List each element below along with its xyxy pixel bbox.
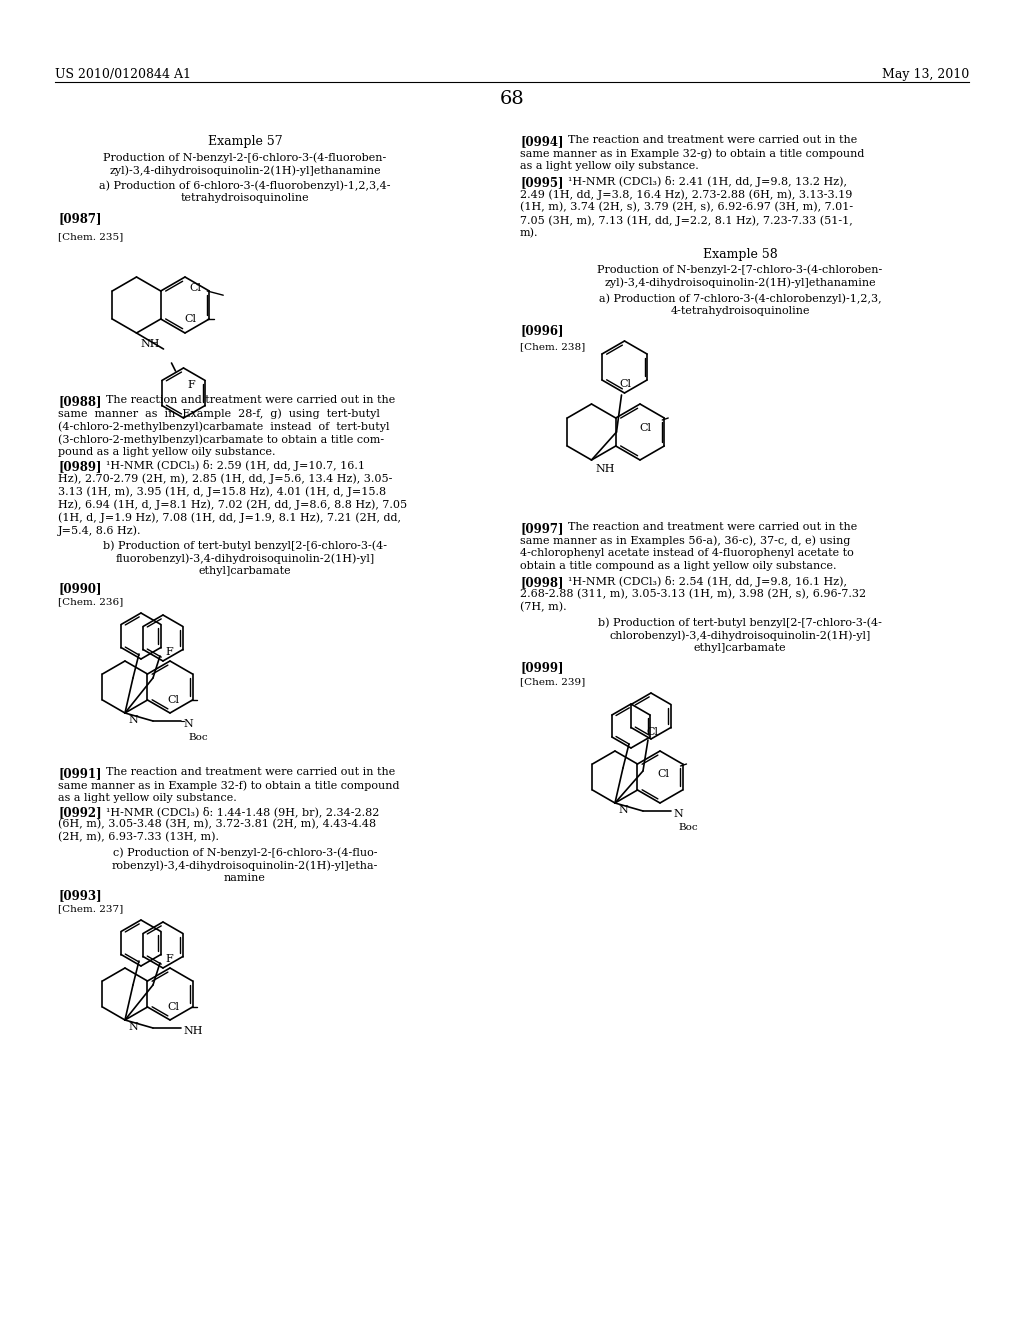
Text: May 13, 2010: May 13, 2010 bbox=[882, 69, 969, 81]
Text: Hz), 2.70-2.79 (2H, m), 2.85 (1H, dd, J=5.6, 13.4 Hz), 3.05-: Hz), 2.70-2.79 (2H, m), 2.85 (1H, dd, J=… bbox=[58, 473, 392, 483]
Text: Boc: Boc bbox=[189, 733, 209, 742]
Text: [0993]: [0993] bbox=[58, 888, 101, 902]
Text: a) Production of 7-chloro-3-(4-chlorobenzyl)-1,2,3,: a) Production of 7-chloro-3-(4-chloroben… bbox=[599, 293, 882, 304]
Text: [Chem. 238]: [Chem. 238] bbox=[520, 342, 586, 351]
Text: m).: m). bbox=[520, 228, 539, 239]
Text: (6H, m), 3.05-3.48 (3H, m), 3.72-3.81 (2H, m), 4.43-4.48: (6H, m), 3.05-3.48 (3H, m), 3.72-3.81 (2… bbox=[58, 818, 376, 829]
Text: NH: NH bbox=[596, 465, 615, 474]
Text: F: F bbox=[187, 380, 196, 389]
Text: [0994]: [0994] bbox=[520, 135, 563, 148]
Text: Cl: Cl bbox=[189, 282, 202, 293]
Text: (2H, m), 6.93-7.33 (13H, m).: (2H, m), 6.93-7.33 (13H, m). bbox=[58, 832, 219, 842]
Text: Example 58: Example 58 bbox=[702, 248, 777, 261]
Text: [0988]: [0988] bbox=[58, 395, 101, 408]
Text: pound as a light yellow oily substance.: pound as a light yellow oily substance. bbox=[58, 447, 275, 457]
Text: [0991]: [0991] bbox=[58, 767, 101, 780]
Text: ethyl]carbamate: ethyl]carbamate bbox=[199, 566, 291, 576]
Text: F: F bbox=[165, 954, 173, 964]
Text: [Chem. 237]: [Chem. 237] bbox=[58, 904, 123, 913]
Text: ¹H-NMR (CDCl₃) δ: 2.54 (1H, dd, J=9.8, 16.1 Hz),: ¹H-NMR (CDCl₃) δ: 2.54 (1H, dd, J=9.8, 1… bbox=[568, 576, 847, 587]
Text: Production of N-benzyl-2-[7-chloro-3-(4-chloroben-: Production of N-benzyl-2-[7-chloro-3-(4-… bbox=[597, 264, 883, 275]
Text: Cl: Cl bbox=[168, 696, 179, 705]
Text: chlorobenzyl)-3,4-dihydroisoquinolin-2(1H)-yl]: chlorobenzyl)-3,4-dihydroisoquinolin-2(1… bbox=[609, 630, 870, 640]
Text: US 2010/0120844 A1: US 2010/0120844 A1 bbox=[55, 69, 191, 81]
Text: same manner as in Example 32-g) to obtain a title compound: same manner as in Example 32-g) to obtai… bbox=[520, 148, 864, 158]
Text: (1H, d, J=1.9 Hz), 7.08 (1H, dd, J=1.9, 8.1 Hz), 7.21 (2H, dd,: (1H, d, J=1.9 Hz), 7.08 (1H, dd, J=1.9, … bbox=[58, 512, 401, 523]
Text: J=5.4, 8.6 Hz).: J=5.4, 8.6 Hz). bbox=[58, 525, 141, 536]
Text: Cl: Cl bbox=[620, 379, 632, 389]
Text: 2.68-2.88 (311, m), 3.05-3.13 (1H, m), 3.98 (2H, s), 6.96-7.32: 2.68-2.88 (311, m), 3.05-3.13 (1H, m), 3… bbox=[520, 589, 866, 599]
Text: N: N bbox=[618, 805, 629, 814]
Text: The reaction and treatment were carried out in the: The reaction and treatment were carried … bbox=[568, 521, 857, 532]
Text: NH: NH bbox=[184, 1026, 204, 1036]
Text: Cl: Cl bbox=[168, 1002, 179, 1012]
Text: 3.13 (1H, m), 3.95 (1H, d, J=15.8 Hz), 4.01 (1H, d, J=15.8: 3.13 (1H, m), 3.95 (1H, d, J=15.8 Hz), 4… bbox=[58, 486, 386, 496]
Text: ¹H-NMR (CDCl₃) δ: 2.59 (1H, dd, J=10.7, 16.1: ¹H-NMR (CDCl₃) δ: 2.59 (1H, dd, J=10.7, … bbox=[106, 459, 365, 471]
Text: (1H, m), 3.74 (2H, s), 3.79 (2H, s), 6.92-6.97 (3H, m), 7.01-: (1H, m), 3.74 (2H, s), 3.79 (2H, s), 6.9… bbox=[520, 202, 853, 213]
Text: 4-tetrahydroisoquinoline: 4-tetrahydroisoquinoline bbox=[671, 306, 810, 315]
Text: The reaction and treatment were carried out in the: The reaction and treatment were carried … bbox=[568, 135, 857, 145]
Text: b) Production of tert-butyl benzyl[2-[7-chloro-3-(4-: b) Production of tert-butyl benzyl[2-[7-… bbox=[598, 616, 882, 627]
Text: F: F bbox=[165, 647, 173, 657]
Text: obtain a title compound as a light yellow oily substance.: obtain a title compound as a light yello… bbox=[520, 561, 837, 572]
Text: 7.05 (3H, m), 7.13 (1H, dd, J=2.2, 8.1 Hz), 7.23-7.33 (51-1,: 7.05 (3H, m), 7.13 (1H, dd, J=2.2, 8.1 H… bbox=[520, 215, 853, 226]
Text: Hz), 6.94 (1H, d, J=8.1 Hz), 7.02 (2H, dd, J=8.6, 8.8 Hz), 7.05: Hz), 6.94 (1H, d, J=8.1 Hz), 7.02 (2H, d… bbox=[58, 499, 408, 510]
Text: Example 57: Example 57 bbox=[208, 135, 283, 148]
Text: a) Production of 6-chloro-3-(4-fluorobenzyl)-1,2,3,4-: a) Production of 6-chloro-3-(4-fluoroben… bbox=[99, 180, 391, 190]
Text: (3-chloro-2-methylbenzyl)carbamate to obtain a title com-: (3-chloro-2-methylbenzyl)carbamate to ob… bbox=[58, 434, 384, 445]
Text: N: N bbox=[184, 719, 194, 729]
Text: same manner as in Examples 56-a), 36-c), 37-c, d, e) using: same manner as in Examples 56-a), 36-c),… bbox=[520, 535, 850, 545]
Text: [0987]: [0987] bbox=[58, 213, 101, 224]
Text: ethyl]carbamate: ethyl]carbamate bbox=[693, 643, 786, 653]
Text: The reaction and treatment were carried out in the: The reaction and treatment were carried … bbox=[106, 767, 395, 777]
Text: as a light yellow oily substance.: as a light yellow oily substance. bbox=[520, 161, 698, 172]
Text: N: N bbox=[674, 809, 684, 818]
Text: [0989]: [0989] bbox=[58, 459, 101, 473]
Text: (7H, m).: (7H, m). bbox=[520, 602, 566, 612]
Text: tetrahydroisoquinoline: tetrahydroisoquinoline bbox=[180, 193, 309, 203]
Text: [0996]: [0996] bbox=[520, 323, 563, 337]
Text: 4-chlorophenyl acetate instead of 4-fluorophenyl acetate to: 4-chlorophenyl acetate instead of 4-fluo… bbox=[520, 548, 854, 558]
Text: 2.49 (1H, dd, J=3.8, 16.4 Hz), 2.73-2.88 (6H, m), 3.13-3.19: 2.49 (1H, dd, J=3.8, 16.4 Hz), 2.73-2.88… bbox=[520, 189, 852, 199]
Text: [0997]: [0997] bbox=[520, 521, 563, 535]
Text: [Chem. 236]: [Chem. 236] bbox=[58, 597, 123, 606]
Text: [0998]: [0998] bbox=[520, 576, 563, 589]
Text: same manner as in Example 32-f) to obtain a title compound: same manner as in Example 32-f) to obtai… bbox=[58, 780, 399, 791]
Text: N: N bbox=[129, 715, 138, 725]
Text: ¹H-NMR (CDCl₃) δ: 1.44-1.48 (9H, br), 2.34-2.82: ¹H-NMR (CDCl₃) δ: 1.44-1.48 (9H, br), 2.… bbox=[106, 807, 379, 817]
Text: [0995]: [0995] bbox=[520, 176, 563, 189]
Text: Production of N-benzyl-2-[6-chloro-3-(4-fluoroben-: Production of N-benzyl-2-[6-chloro-3-(4-… bbox=[103, 152, 387, 162]
Text: c) Production of N-benzyl-2-[6-chloro-3-(4-fluo-: c) Production of N-benzyl-2-[6-chloro-3-… bbox=[113, 847, 377, 858]
Text: Cl: Cl bbox=[657, 770, 670, 779]
Text: as a light yellow oily substance.: as a light yellow oily substance. bbox=[58, 793, 237, 803]
Text: ¹H-NMR (CDCl₃) δ: 2.41 (1H, dd, J=9.8, 13.2 Hz),: ¹H-NMR (CDCl₃) δ: 2.41 (1H, dd, J=9.8, 1… bbox=[568, 176, 847, 187]
Text: 68: 68 bbox=[500, 90, 524, 108]
Text: zyl)-3,4-dihydroisoquinolin-2(1H)-yl]ethanamine: zyl)-3,4-dihydroisoquinolin-2(1H)-yl]eth… bbox=[604, 277, 876, 288]
Text: Boc: Boc bbox=[679, 822, 698, 832]
Text: N: N bbox=[129, 1022, 138, 1032]
Text: zyl)-3,4-dihydroisoquinolin-2(1H)-yl]ethanamine: zyl)-3,4-dihydroisoquinolin-2(1H)-yl]eth… bbox=[110, 165, 381, 176]
Text: same  manner  as  in  Example  28-f,  g)  using  tert-butyl: same manner as in Example 28-f, g) using… bbox=[58, 408, 380, 418]
Text: [Chem. 239]: [Chem. 239] bbox=[520, 677, 586, 686]
Text: [0999]: [0999] bbox=[520, 661, 563, 675]
Text: [0990]: [0990] bbox=[58, 582, 101, 595]
Text: namine: namine bbox=[224, 873, 266, 883]
Text: [Chem. 235]: [Chem. 235] bbox=[58, 232, 123, 242]
Text: robenzyl)-3,4-dihydroisoquinolin-2(1H)-yl]etha-: robenzyl)-3,4-dihydroisoquinolin-2(1H)-y… bbox=[112, 861, 378, 871]
Text: Cl: Cl bbox=[639, 422, 651, 433]
Text: The reaction and treatment were carried out in the: The reaction and treatment were carried … bbox=[106, 395, 395, 405]
Text: (4-chloro-2-methylbenzyl)carbamate  instead  of  tert-butyl: (4-chloro-2-methylbenzyl)carbamate inste… bbox=[58, 421, 389, 432]
Text: [0992]: [0992] bbox=[58, 807, 101, 818]
Text: Cl: Cl bbox=[184, 314, 197, 323]
Text: fluorobenzyl)-3,4-dihydroisoquinolin-2(1H)-yl]: fluorobenzyl)-3,4-dihydroisoquinolin-2(1… bbox=[116, 553, 375, 564]
Text: NH: NH bbox=[140, 339, 160, 348]
Text: b) Production of tert-butyl benzyl[2-[6-chloro-3-(4-: b) Production of tert-butyl benzyl[2-[6-… bbox=[103, 540, 387, 550]
Text: Cl: Cl bbox=[646, 727, 658, 737]
